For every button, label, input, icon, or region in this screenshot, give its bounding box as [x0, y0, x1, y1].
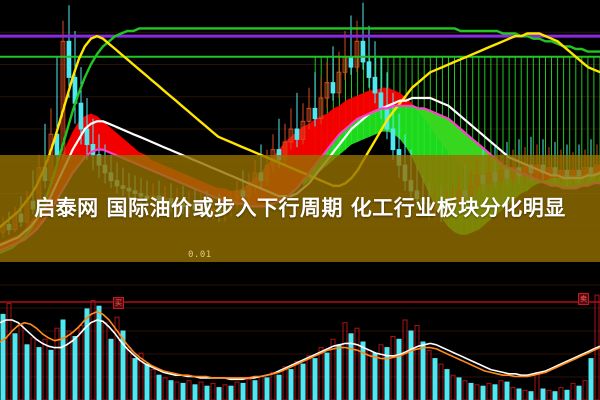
- volume-chart-canvas[interactable]: [0, 262, 600, 400]
- volume-chart-panel[interactable]: [0, 262, 600, 400]
- sell-signal-badge[interactable]: 卖: [578, 293, 589, 305]
- headline-banner: 启泰网 国际油价或步入下行周期 化工行业板块分化明显: [0, 155, 600, 262]
- buy-signal-badge[interactable]: 买: [113, 297, 124, 309]
- headline-text: 启泰网 国际油价或步入下行周期 化工行业板块分化明显: [34, 196, 566, 220]
